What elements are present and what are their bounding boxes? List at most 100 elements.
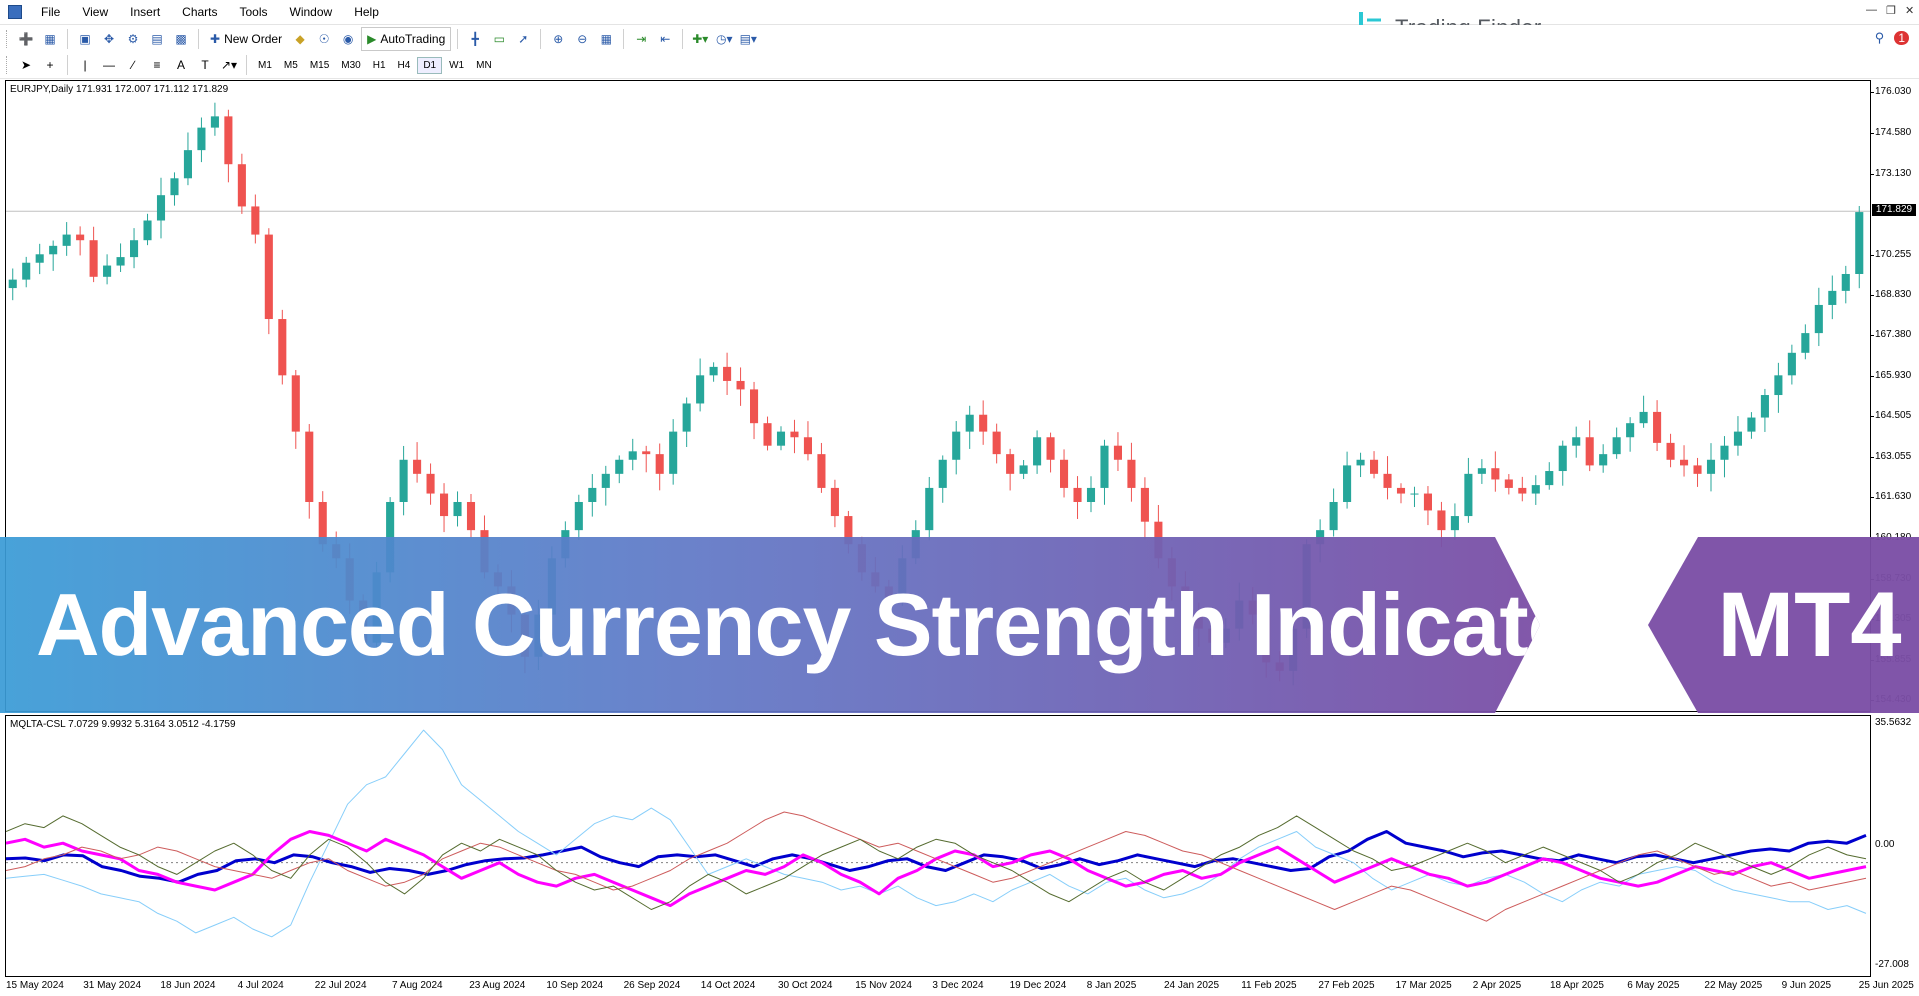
menu-window[interactable]: Window bbox=[289, 5, 333, 19]
indicators-icon[interactable]: ✚▾ bbox=[692, 32, 709, 46]
bar-chart-icon[interactable]: ╋ bbox=[471, 32, 479, 46]
candle bbox=[1706, 443, 1716, 492]
label-icon[interactable]: T bbox=[201, 58, 209, 72]
fibonacci-icon[interactable]: ≡ bbox=[153, 58, 161, 72]
candle-body bbox=[1423, 493, 1432, 511]
candle-body bbox=[1370, 459, 1379, 474]
timeframe-m15[interactable]: M15 bbox=[309, 59, 330, 71]
new-order-button[interactable]: ✚ New Order bbox=[205, 28, 287, 50]
toolbar-grip[interactable] bbox=[6, 56, 10, 74]
candle bbox=[1666, 433, 1675, 468]
toolbar-separator bbox=[540, 29, 542, 49]
time-axis-label: 18 Jun 2024 bbox=[160, 980, 216, 991]
shift-icon[interactable]: ⇤ bbox=[660, 32, 671, 46]
autotrading-button[interactable]: ▶ AutoTrading bbox=[361, 27, 452, 51]
candle bbox=[22, 256, 31, 288]
menu-help[interactable]: Help bbox=[354, 5, 379, 19]
menu-view[interactable]: View bbox=[82, 5, 109, 19]
candle bbox=[1693, 457, 1702, 487]
price-axis-tick bbox=[1871, 173, 1874, 175]
candlestick-icon[interactable]: ▭ bbox=[493, 32, 505, 46]
candle bbox=[1410, 486, 1419, 508]
menu-insert[interactable]: Insert bbox=[130, 5, 161, 19]
minimize-icon[interactable]: — bbox=[1866, 4, 1877, 16]
menu-file[interactable]: File bbox=[41, 5, 61, 19]
candle bbox=[992, 423, 1001, 464]
candle-body bbox=[588, 487, 597, 502]
market-watch-icon[interactable]: ▣ bbox=[79, 32, 91, 46]
candle bbox=[1491, 451, 1500, 492]
timeframe-d1[interactable]: D1 bbox=[417, 56, 443, 74]
timeframe-m30[interactable]: M30 bbox=[341, 59, 361, 71]
toolbar-grip[interactable] bbox=[6, 30, 10, 48]
candle bbox=[399, 445, 408, 516]
candle-body bbox=[251, 206, 260, 235]
templates-icon[interactable]: ▤▾ bbox=[739, 32, 757, 46]
menu-bar: File View Insert Charts Tools Window Hel… bbox=[0, 0, 1919, 25]
candle-body bbox=[736, 380, 745, 390]
arrows-icon[interactable]: ↗▾ bbox=[220, 58, 238, 72]
symbol-header: EURJPY,Daily 171.931 172.007 171.112 171… bbox=[10, 84, 229, 95]
profiles-icon[interactable]: ▦ bbox=[44, 32, 56, 46]
candle bbox=[817, 442, 826, 493]
close-icon[interactable]: ✕ bbox=[1905, 5, 1915, 17]
metaeditor-icon[interactable]: ◆ bbox=[295, 32, 305, 46]
notifications-icon[interactable]: 1 bbox=[1894, 31, 1909, 45]
candle bbox=[723, 352, 732, 395]
candle bbox=[601, 465, 610, 506]
text-icon[interactable]: A bbox=[176, 58, 185, 72]
candle-body bbox=[655, 454, 664, 474]
timeframe-w1[interactable]: W1 bbox=[449, 59, 465, 71]
indicator-pane[interactable]: MQLTA-CSL 7.0729 9.9932 5.3164 3.0512 -4… bbox=[5, 715, 1871, 977]
candle-body bbox=[1572, 437, 1581, 446]
time-axis-label: 30 Oct 2024 bbox=[778, 980, 833, 991]
cursor-icon[interactable]: ➤ bbox=[20, 58, 32, 72]
timeframe-h4[interactable]: H4 bbox=[397, 59, 411, 71]
tile-icon[interactable]: ▦ bbox=[600, 32, 612, 46]
candle bbox=[1639, 395, 1648, 428]
candle bbox=[466, 494, 476, 538]
candle bbox=[1504, 474, 1513, 495]
candle bbox=[62, 222, 71, 256]
timeframe-mn[interactable]: MN bbox=[476, 59, 492, 71]
candle-body bbox=[1747, 417, 1756, 432]
restore-icon[interactable]: ❐ bbox=[1886, 5, 1896, 17]
navigator-icon[interactable]: ⚙ bbox=[127, 32, 139, 46]
candle bbox=[1545, 462, 1554, 490]
vertical-line-icon[interactable]: | bbox=[83, 58, 87, 72]
autoscroll-icon[interactable]: ⇥ bbox=[636, 32, 647, 46]
menu-charts[interactable]: Charts bbox=[182, 5, 218, 19]
candle bbox=[1450, 503, 1459, 540]
time-axis-label: 24 Jan 2025 bbox=[1164, 980, 1220, 991]
strategy-tester-icon[interactable]: ▩ bbox=[175, 32, 187, 46]
zoom-out-icon[interactable]: ⊖ bbox=[577, 32, 588, 46]
timeframe-m1[interactable]: M1 bbox=[258, 59, 272, 71]
menu-tools[interactable]: Tools bbox=[239, 5, 268, 19]
candle bbox=[938, 455, 947, 503]
candle bbox=[278, 309, 287, 385]
indicator-svg bbox=[6, 729, 1870, 938]
timeframe-m5[interactable]: M5 bbox=[283, 59, 298, 71]
candle-body bbox=[803, 437, 812, 455]
crosshair-icon[interactable]: + bbox=[46, 58, 54, 72]
price-axis-label: 163.055 bbox=[1875, 451, 1912, 463]
zoom-in-icon[interactable]: ⊕ bbox=[553, 32, 564, 46]
signals-icon[interactable]: ☉ bbox=[318, 32, 330, 46]
terminal-icon[interactable]: ▤ bbox=[151, 32, 163, 46]
search-icon[interactable]: ⚲ bbox=[1874, 30, 1885, 45]
candle bbox=[116, 243, 125, 272]
candle bbox=[1356, 452, 1365, 478]
line-chart-icon[interactable]: ➚ bbox=[518, 32, 529, 46]
timeframe-h1[interactable]: H1 bbox=[372, 59, 386, 71]
indicator-axis-min: -27.008 bbox=[1875, 959, 1909, 970]
candle-body bbox=[642, 451, 651, 455]
candle bbox=[574, 494, 583, 540]
periods-icon[interactable]: ◷▾ bbox=[716, 32, 733, 46]
trendline-icon[interactable]: ∕ bbox=[131, 58, 134, 72]
horizontal-line-icon[interactable]: — bbox=[103, 58, 115, 72]
candle-body bbox=[1612, 437, 1621, 455]
data-window-icon[interactable]: ✥ bbox=[103, 32, 115, 46]
market-icon[interactable]: ◉ bbox=[342, 32, 354, 46]
new-chart-icon[interactable]: ➕ bbox=[18, 32, 34, 46]
price-axis-label: 176.030 bbox=[1875, 86, 1912, 97]
